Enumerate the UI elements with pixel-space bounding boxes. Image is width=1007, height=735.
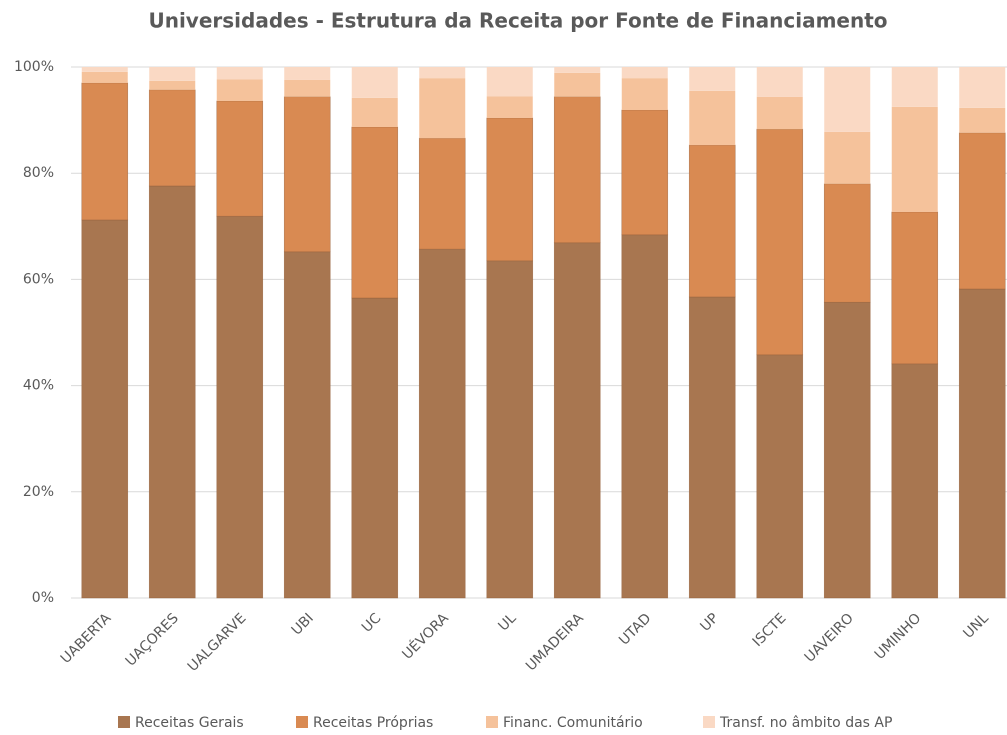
bar-segment — [756, 96, 803, 130]
bar-segment — [553, 96, 601, 244]
bar-segment — [486, 96, 533, 118]
legend-label: Receitas Gerais — [135, 715, 244, 731]
x-tick-label: UC — [359, 610, 385, 636]
bar-segment — [689, 90, 736, 146]
legend-swatch — [118, 716, 130, 728]
x-tick-label: UALGARVE — [185, 610, 250, 675]
bar-segment — [148, 185, 196, 599]
bar-segment — [283, 96, 331, 253]
x-tick-label: UAVEIRO — [802, 610, 857, 665]
bar-segment — [419, 78, 466, 139]
bar-segment — [554, 67, 601, 73]
bar-segment — [351, 126, 399, 299]
bar-segment — [621, 109, 669, 236]
bar-segment — [284, 79, 331, 97]
bar-segment — [81, 67, 128, 72]
x-tick-label: UABERTA — [58, 610, 115, 667]
bar-segment — [688, 144, 736, 298]
y-tick-label: 60% — [23, 271, 54, 287]
bar-segment — [958, 288, 1006, 599]
bar-segment — [824, 131, 871, 184]
bar-segment — [216, 79, 263, 101]
x-tick-label: UMADEIRA — [523, 610, 587, 674]
bar-segment — [149, 67, 196, 81]
bar-segment — [621, 78, 668, 111]
bar-segment — [284, 67, 331, 80]
bar-segment — [351, 297, 399, 599]
x-tick-label: UAÇORES — [123, 610, 182, 669]
x-tick-label: UÉVORA — [399, 609, 452, 662]
legend-swatch — [296, 716, 308, 728]
bar-segment — [891, 211, 939, 365]
bar-segment — [959, 107, 1006, 133]
x-tick-label: UP — [697, 610, 722, 635]
y-tick-label: 80% — [23, 165, 54, 181]
bar-segment — [824, 67, 871, 132]
chart-title: Universidades - Estrutura da Receita por… — [148, 9, 887, 33]
legend-swatch — [703, 716, 715, 728]
bar-segment — [621, 234, 669, 599]
legend-label: Receitas Próprias — [313, 715, 433, 731]
bar-segment — [688, 296, 736, 599]
bar-segment — [891, 363, 939, 599]
bar-segment — [823, 301, 871, 599]
bar-segment — [81, 219, 129, 599]
bar-segment — [149, 80, 196, 90]
bar-segment — [351, 97, 398, 128]
x-tick-label: UBI — [289, 610, 317, 638]
bar-segment — [756, 128, 804, 356]
bar-segment — [216, 100, 264, 217]
x-tick-label: UL — [495, 610, 519, 634]
legend-label: Transf. no âmbito das AP — [719, 715, 892, 731]
bar-segment — [418, 137, 466, 250]
bar-segment — [959, 67, 1006, 108]
legend-label: Financ. Comunitário — [503, 715, 643, 731]
y-tick-label: 20% — [23, 484, 54, 500]
bar-segment — [553, 242, 601, 599]
x-tick-label: ISCTE — [750, 610, 790, 650]
bar-segment — [891, 106, 938, 212]
bar-segment — [891, 67, 938, 107]
x-tick-label: UTAD — [616, 610, 654, 648]
y-tick-label: 0% — [32, 590, 54, 606]
bar-segment — [81, 82, 129, 221]
y-tick-label: 40% — [23, 378, 54, 394]
bar-segment — [689, 67, 736, 91]
bar-segment — [419, 67, 466, 79]
bar-segment — [621, 67, 668, 79]
bar-segment — [216, 67, 263, 80]
bar-segment — [148, 89, 196, 187]
bar-segment — [283, 251, 331, 599]
bar-segment — [486, 117, 534, 262]
y-tick-label: 100% — [14, 59, 54, 75]
bar-segment — [756, 354, 804, 599]
bar-segment — [418, 248, 466, 599]
bar-segment — [823, 183, 871, 303]
bar-segment — [554, 72, 601, 97]
bar-segment — [486, 260, 534, 599]
bar-segment — [958, 132, 1006, 290]
bar-segment — [486, 67, 533, 97]
bar-segment — [351, 67, 398, 98]
bar-segment — [216, 215, 264, 599]
bar-segment — [81, 71, 128, 83]
x-tick-label: UNL — [960, 610, 992, 642]
x-tick-label: UMINHO — [872, 610, 925, 663]
bar-segment — [756, 67, 803, 97]
legend-swatch — [486, 716, 498, 728]
